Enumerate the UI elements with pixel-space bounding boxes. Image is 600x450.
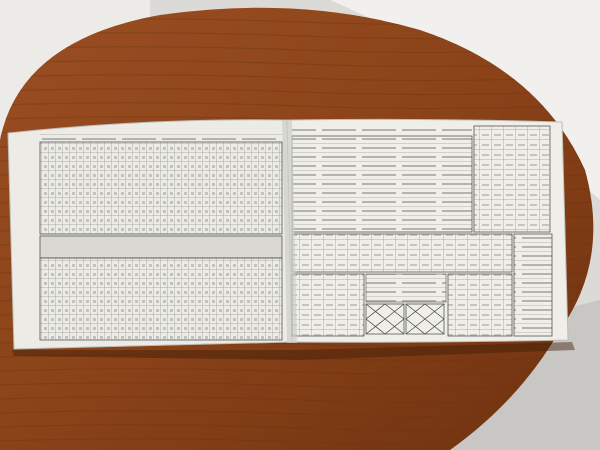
right-side-table xyxy=(473,125,551,233)
left-header xyxy=(40,132,282,140)
right-column-list xyxy=(513,233,553,337)
right-notes xyxy=(365,273,447,303)
spine xyxy=(282,120,297,343)
left-upper-table xyxy=(39,141,283,235)
horoscope-charts xyxy=(365,303,445,335)
left-table-heading xyxy=(39,235,283,259)
right-small-table xyxy=(291,273,365,337)
left-lower-table xyxy=(39,257,283,341)
right-lower-table xyxy=(447,273,513,337)
right-middle-table xyxy=(291,233,513,273)
right-header xyxy=(292,126,472,134)
cushion xyxy=(330,0,600,200)
book-shadow xyxy=(12,342,575,360)
right-text-block xyxy=(291,135,473,233)
